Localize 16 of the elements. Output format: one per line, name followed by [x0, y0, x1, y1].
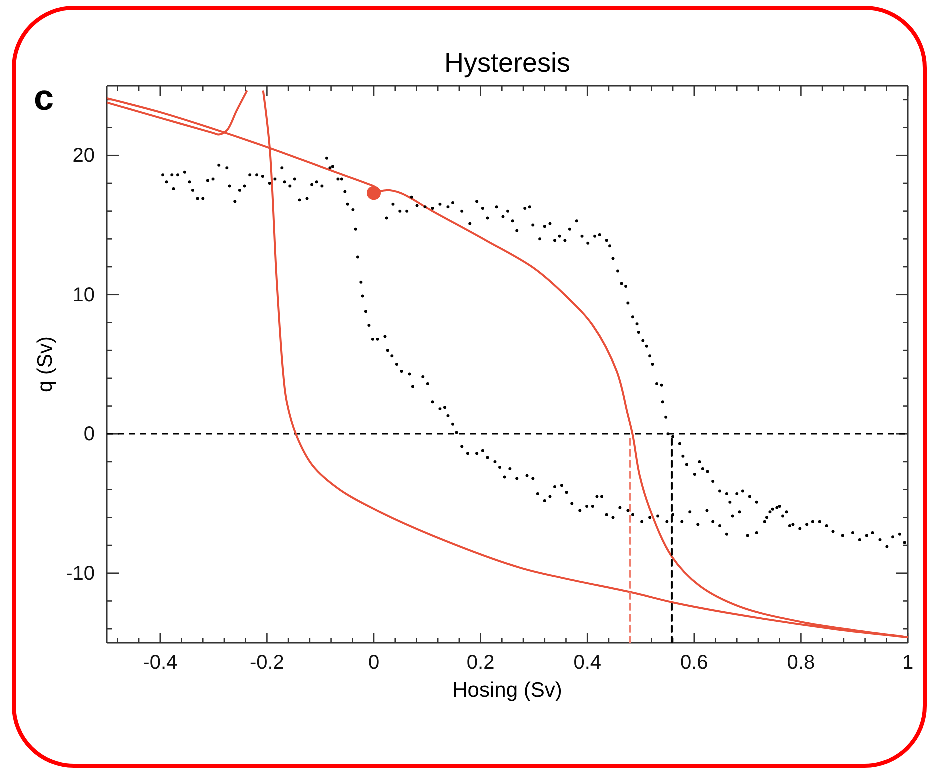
x-axis-title: Hosing (Sv) [452, 679, 562, 702]
x-tick-label: 0.2 [466, 652, 495, 674]
x-tick-label: -0.2 [250, 652, 284, 674]
y-tick-label: 20 [72, 145, 95, 168]
x-tick-label: 0 [368, 652, 380, 674]
y-tick-label: -10 [66, 562, 95, 585]
x-tick-label: 0.8 [787, 652, 816, 674]
x-tick-label: 1 [902, 652, 914, 674]
text: c [34, 77, 54, 118]
y-tick-label: 0 [84, 424, 95, 446]
y-tick-label: 10 [72, 284, 95, 306]
x-tick-label: 0.6 [680, 652, 708, 674]
x-tick-label: -0.4 [143, 652, 178, 674]
chart-title: Hysteresis [444, 48, 571, 78]
x-tick-label: 0.4 [574, 652, 602, 674]
y-axis-title: q (Sv) [34, 336, 57, 393]
